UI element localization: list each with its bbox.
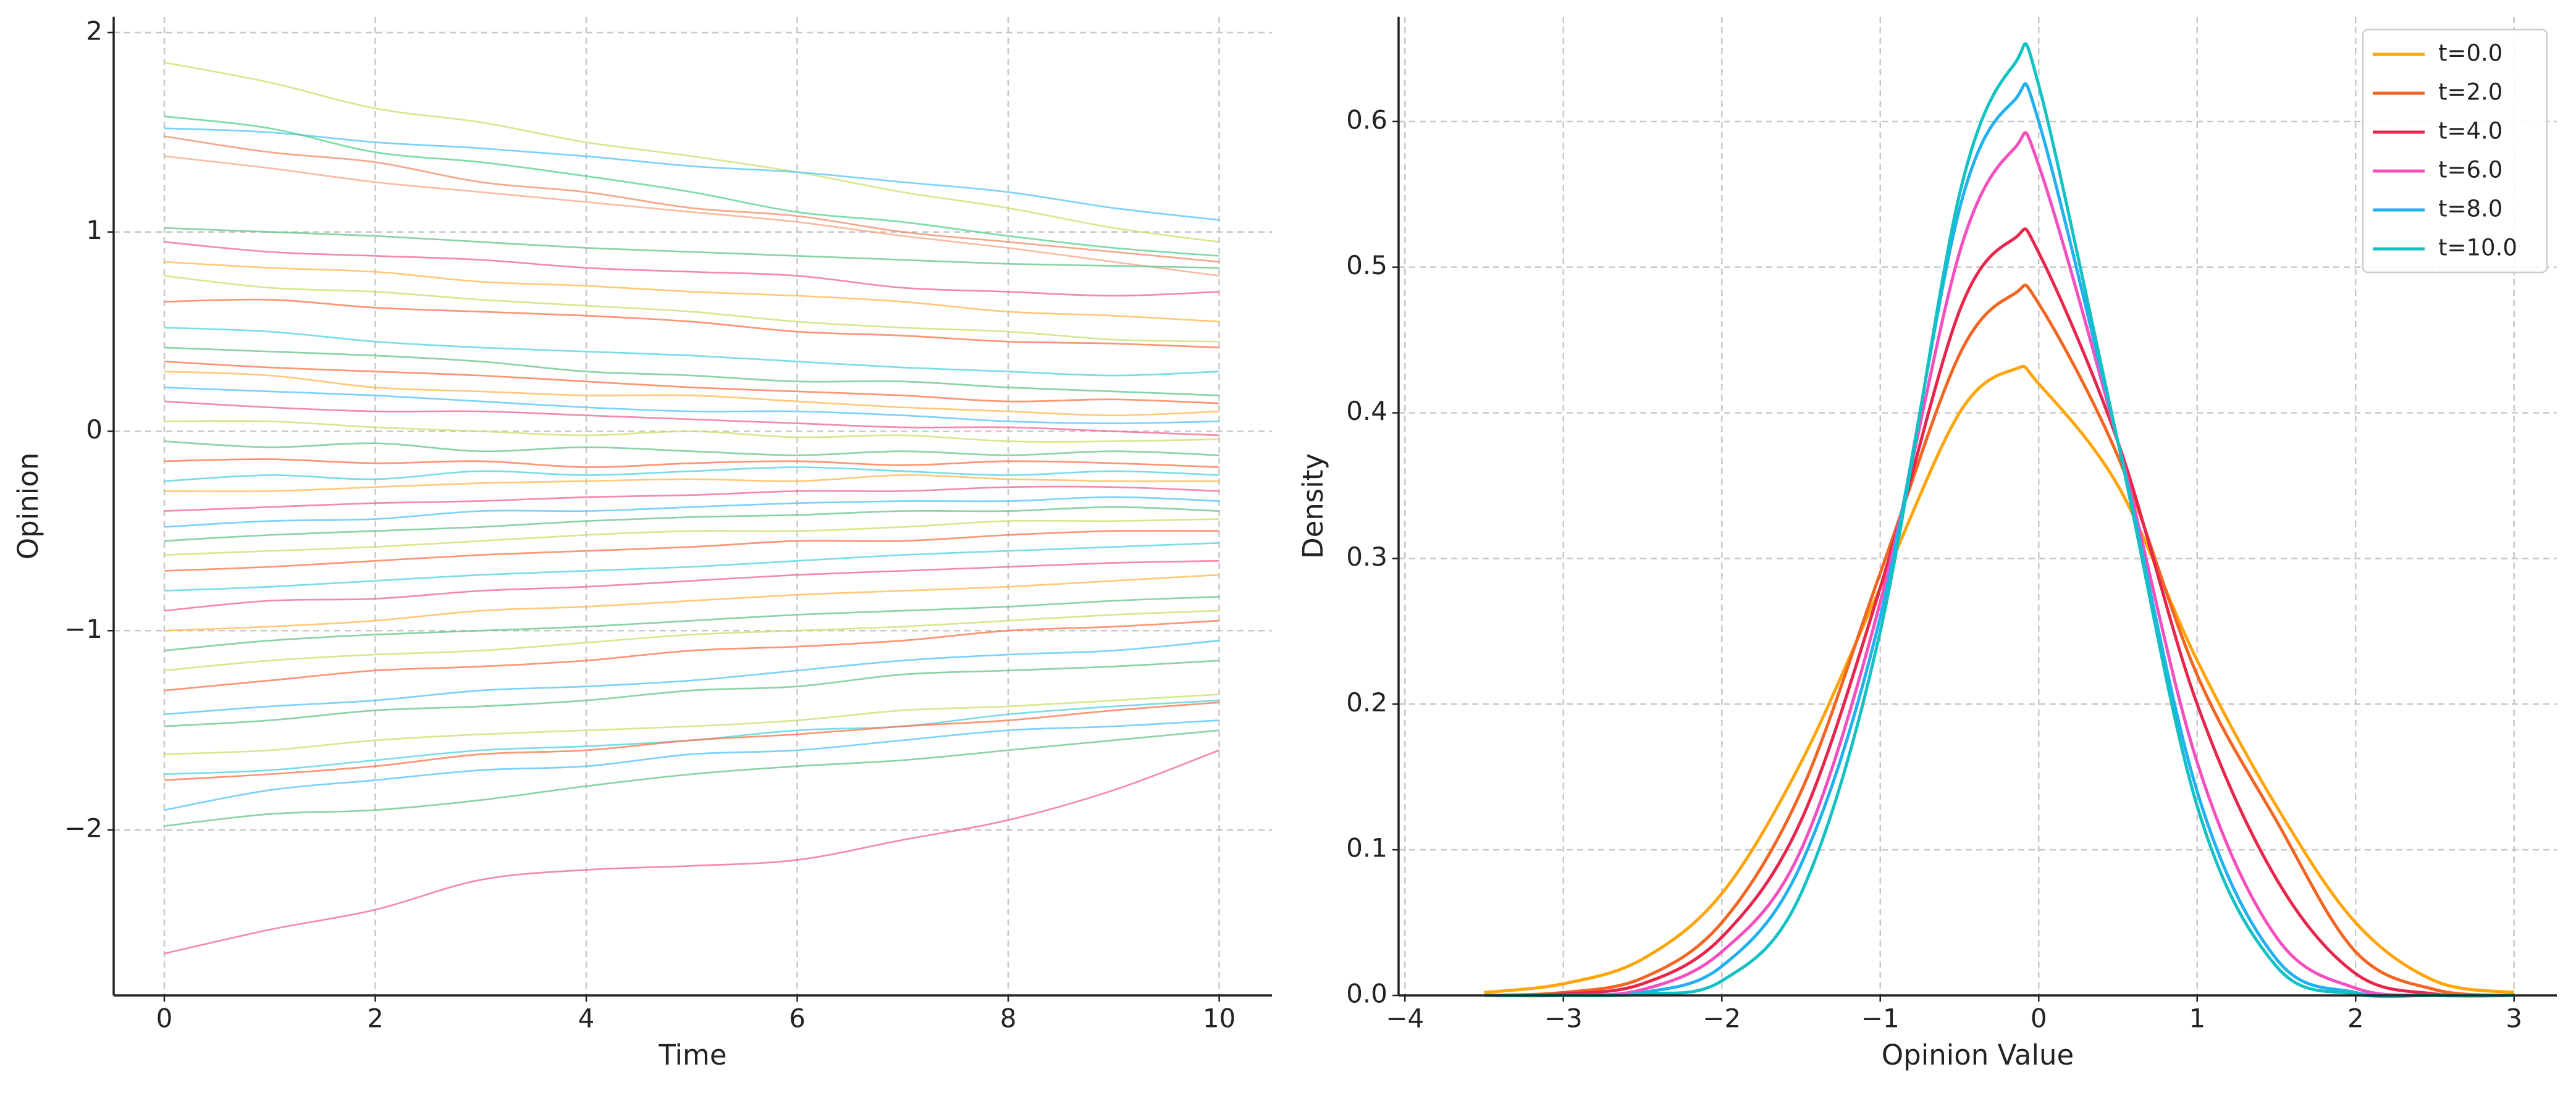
y-tick-label: 0.1: [1346, 833, 1387, 863]
x-axis-label: Time: [658, 1039, 726, 1071]
x-tick-label: 4: [578, 1003, 595, 1034]
series-line: [164, 640, 1219, 716]
x-tick-label: 3: [2506, 1003, 2522, 1034]
series-line: [1484, 364, 2515, 994]
x-tick-label: 10: [1203, 1003, 1235, 1034]
legend-label: t=4.0: [2438, 118, 2502, 144]
y-tick-label: 0.2: [1346, 687, 1387, 718]
series-line: [1484, 227, 2514, 998]
series-line: [164, 127, 1219, 221]
series-line: [164, 574, 1219, 632]
series-line: [164, 327, 1219, 377]
legend-label: t=2.0: [2438, 79, 2502, 106]
series-line: [164, 458, 1219, 468]
y-tick-label: −1: [64, 614, 103, 644]
series-line: [164, 155, 1219, 277]
legend-label: t=0.0: [2438, 40, 2502, 67]
subplot: −4 −3 −2 −1 0 1 2 3 0.0 0.1 0.2 0.3 0.4 0.5 0.6 Opinion…: [1297, 17, 2557, 1071]
series-line: [164, 542, 1219, 592]
series-line: [1484, 82, 2514, 998]
series-line: [164, 699, 1219, 776]
legend-label: t=10.0: [2438, 235, 2517, 261]
series-line: [164, 387, 1219, 424]
series-line: [164, 261, 1219, 323]
series-line: [164, 346, 1219, 396]
series-line: [164, 559, 1219, 612]
y-tick-label: 0: [86, 414, 103, 445]
series-line: [164, 400, 1219, 437]
series-line: [164, 474, 1219, 493]
legend-frame: [2362, 28, 2548, 274]
x-tick-label: −3: [1544, 1003, 1583, 1034]
series-line: [164, 115, 1219, 257]
series-line: [164, 485, 1219, 512]
series-line: [164, 275, 1219, 343]
x-tick-label: 0: [2031, 1003, 2047, 1034]
series-line: [164, 518, 1219, 556]
x-tick-label: −4: [1386, 1003, 1424, 1034]
series-line: [164, 729, 1219, 827]
y-axis-label: Opinion: [12, 453, 44, 560]
x-tick-label: −1: [1861, 1003, 1900, 1034]
x-tick-label: 2: [2347, 1003, 2364, 1034]
y-tick-label: 0.3: [1346, 542, 1387, 572]
x-axis-label: Opinion Value: [1882, 1039, 2074, 1071]
x-tick-label: 1: [2189, 1003, 2205, 1034]
x-tick-label: 6: [789, 1003, 806, 1034]
series-line: [164, 506, 1219, 542]
series-line: [164, 298, 1219, 349]
y-tick-label: 1: [86, 215, 103, 245]
series-line: [164, 701, 1219, 781]
x-tick-label: −2: [1703, 1003, 1741, 1034]
y-tick-label: 0.5: [1346, 250, 1387, 280]
series-line: [164, 496, 1219, 528]
series-line: [164, 660, 1219, 727]
y-tick-label: −2: [64, 813, 103, 844]
x-tick-label: 2: [367, 1003, 384, 1034]
y-tick-label: 0.6: [1346, 104, 1387, 135]
legend-label: t=8.0: [2438, 196, 2502, 222]
series-line: [164, 227, 1219, 269]
subplot: 0 2 4 6 8 10 −2 −1 0 1 2 Time Opinion: [12, 15, 1272, 1071]
series-line: [164, 466, 1219, 482]
series-line: [1484, 42, 2514, 999]
series-line: [164, 719, 1219, 811]
series-line: [164, 135, 1219, 263]
series-line: [164, 619, 1219, 692]
series-line: [164, 361, 1219, 404]
series-line: [164, 530, 1219, 572]
series-line: [164, 596, 1219, 651]
series-line: [1484, 283, 2514, 997]
y-tick-label: 2: [86, 15, 103, 46]
legend: t=0.0 t=2.0 t=4.0 t=6.0 t=8.0 t=10.0: [2362, 28, 2548, 274]
series-line: [1484, 131, 2514, 998]
series-line: [164, 440, 1219, 456]
series-line: [164, 420, 1219, 443]
legend-label: t=6.0: [2438, 157, 2502, 183]
series-line: [164, 61, 1219, 243]
series-line: [164, 241, 1219, 297]
y-tick-label: 0.0: [1346, 979, 1387, 1009]
series-line: [164, 693, 1219, 755]
series-line: [164, 749, 1220, 955]
y-axis-label: Density: [1297, 453, 1329, 559]
x-tick-label: 8: [1000, 1003, 1017, 1034]
y-tick-label: 0.4: [1346, 396, 1387, 426]
series-line: [164, 371, 1219, 416]
x-tick-label: 0: [156, 1003, 173, 1034]
series-line: [164, 609, 1219, 672]
